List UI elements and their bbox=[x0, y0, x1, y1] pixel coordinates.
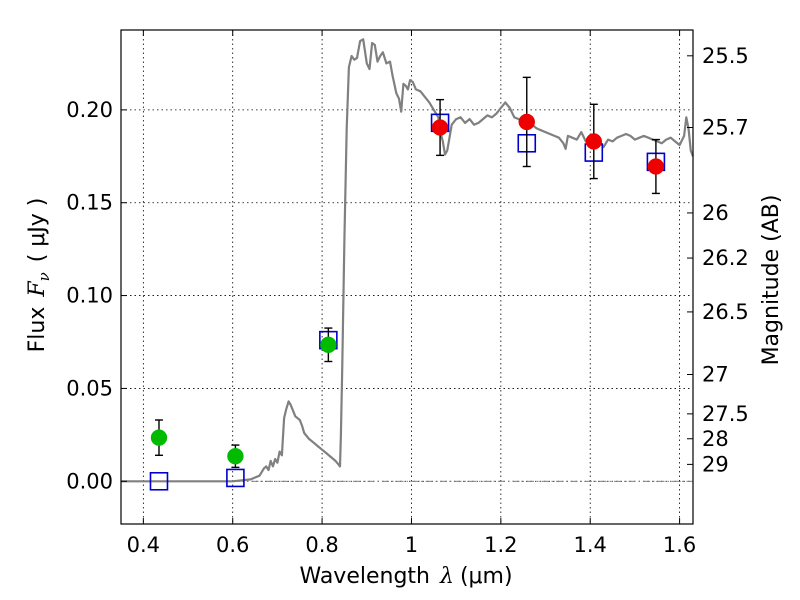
y-axis-label: Flux Fν ( μJy ) bbox=[25, 198, 53, 353]
detection-point bbox=[585, 133, 603, 150]
y-tick-label: 0.10 bbox=[66, 284, 113, 308]
detection-point bbox=[320, 336, 337, 354]
detection-point bbox=[647, 158, 665, 175]
y2-tick-label: 29 bbox=[702, 452, 729, 476]
x-tick-label: 0.8 bbox=[305, 533, 338, 557]
x-axis-label-prefix: Wavelength bbox=[299, 564, 430, 589]
y2-tick-label: 26.2 bbox=[702, 246, 749, 270]
ticks-layer: 0.4 0.6 0.8 1 1.2 1.4 1.6 0.00 0.05 0.10 0.15 0.20 2… bbox=[66, 30, 749, 557]
detection-point bbox=[227, 447, 244, 465]
y2-tick-label: 27.5 bbox=[702, 402, 749, 426]
x-tick-label: 1.2 bbox=[484, 533, 517, 557]
model-square-point bbox=[226, 468, 245, 488]
detection-point bbox=[518, 113, 536, 131]
y2-tick-label: 26.5 bbox=[702, 300, 749, 324]
x-tick-label: 0.6 bbox=[216, 533, 249, 557]
x-tick-label: 1.4 bbox=[574, 533, 607, 557]
spectrum-line bbox=[121, 38, 695, 483]
x-axis-label-unit: (μm) bbox=[460, 564, 513, 589]
detection-point bbox=[431, 119, 449, 136]
x-tick-label: 1 bbox=[405, 533, 418, 557]
y-tick-label: 0.15 bbox=[66, 191, 113, 215]
x-axis-label-symbol: λ bbox=[439, 564, 454, 589]
y2-tick-label: 26 bbox=[702, 201, 729, 225]
y-axis-label-symbol: F bbox=[25, 281, 50, 298]
detection-point bbox=[150, 429, 168, 446]
y2-tick-label: 28 bbox=[702, 427, 729, 451]
spectrum-layer bbox=[121, 38, 695, 483]
y-axis-label-unit: ( μJy ) bbox=[25, 198, 50, 263]
x-tick-label: 1.6 bbox=[663, 533, 696, 557]
plot-frame bbox=[120, 29, 694, 525]
y-tick-label: 0.20 bbox=[66, 98, 113, 122]
grid bbox=[121, 30, 693, 524]
points-layer bbox=[149, 76, 666, 491]
y-axis-label-subscript: ν bbox=[35, 272, 53, 281]
x-axis-label: Wavelength λ (μm) bbox=[299, 564, 512, 589]
x-tick-label: 0.4 bbox=[127, 533, 160, 557]
y-tick-label: 0.00 bbox=[66, 469, 113, 493]
y2-tick-label: 25.7 bbox=[702, 116, 749, 140]
y2-tick-label: 25.5 bbox=[702, 44, 749, 68]
right-axis-label: Magnitude (AB) bbox=[759, 195, 784, 366]
y-axis-label-prefix: Flux bbox=[25, 307, 50, 353]
y2-tick-label: 27 bbox=[702, 363, 729, 387]
model-square-point bbox=[149, 471, 169, 491]
y-tick-label: 0.05 bbox=[66, 376, 113, 400]
